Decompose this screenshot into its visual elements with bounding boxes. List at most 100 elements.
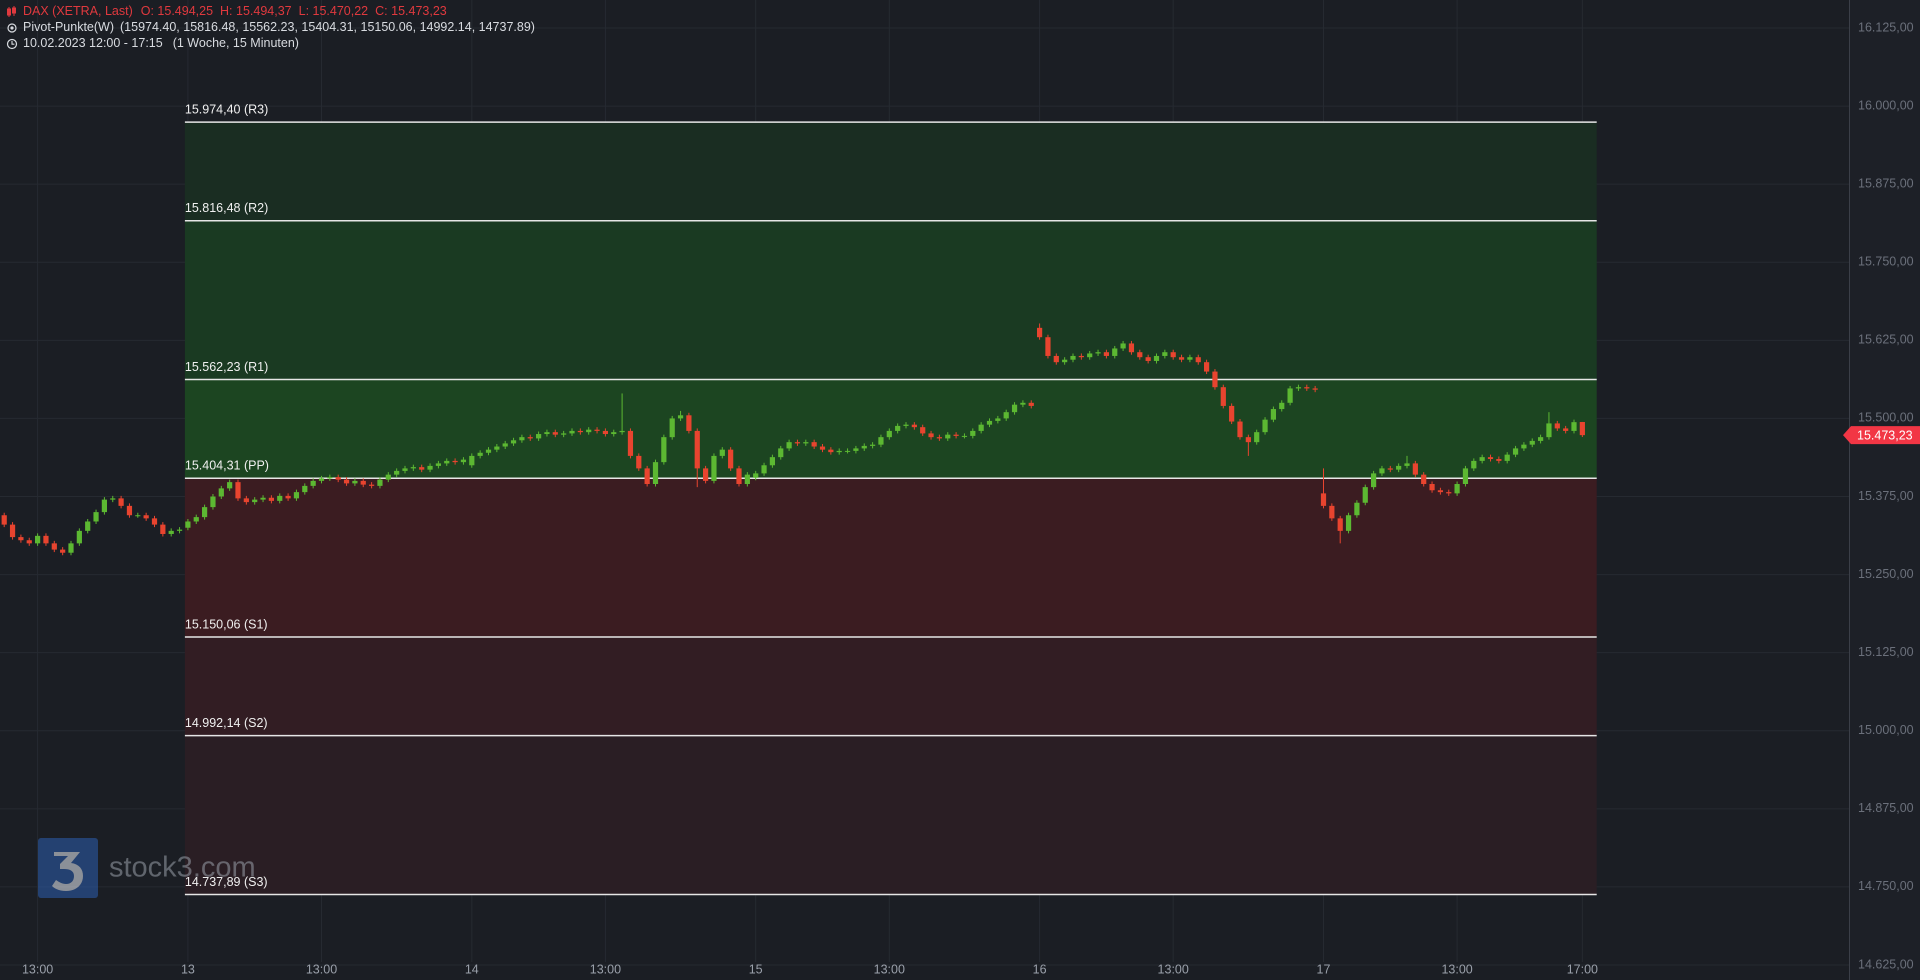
candle-body — [502, 443, 508, 447]
candle-body — [1237, 421, 1243, 438]
range-line: 10.02.2023 12:00 - 17:15 (1 Woche, 15 Min… — [23, 36, 299, 50]
candle-body — [427, 465, 433, 470]
candle-body — [1412, 463, 1418, 475]
candle-body — [1295, 387, 1302, 389]
candle-body — [135, 515, 141, 517]
candle-body — [669, 418, 675, 438]
candle-body — [661, 437, 667, 463]
candle-body — [794, 442, 801, 444]
candle-body — [1504, 454, 1510, 461]
candle-body — [1137, 352, 1143, 358]
pivot-label: 15.816,48 (R2) — [185, 201, 268, 215]
candle-body — [686, 415, 692, 431]
candle-body — [252, 499, 258, 503]
ohlc-close: C: 15.473,23 — [375, 4, 447, 18]
pivot-zone — [184, 637, 1597, 736]
ohlc-high: H: 15.494,37 — [220, 4, 292, 18]
candle-body — [268, 497, 274, 501]
candle-body — [227, 482, 233, 489]
candle-body — [803, 442, 809, 444]
candle-body — [945, 434, 951, 439]
candle-body — [293, 492, 300, 499]
candle-body — [343, 479, 350, 484]
candle-body — [1045, 337, 1051, 356]
candle-body — [703, 468, 709, 481]
candle-body — [235, 482, 241, 499]
candle-body — [611, 432, 617, 435]
ohlc-low: L: 15.470,22 — [299, 4, 369, 18]
candle-body — [394, 470, 400, 475]
pivot-label: 14.992,14 (S2) — [185, 716, 268, 730]
candle-body — [819, 446, 826, 450]
candle-body — [853, 448, 859, 451]
pivot-zone — [184, 478, 1597, 638]
pivot-zone — [184, 220, 1597, 380]
y-tick-label: 16.125,00 — [1858, 20, 1914, 34]
candle-body — [561, 433, 567, 435]
candle-body — [1337, 518, 1343, 531]
axis-labels: 14.625,00 14.750,00 14.875,00 15.000,00 15.1… — [22, 20, 1920, 976]
range: 10.02.2023 12:00 - 17:15 — [23, 36, 163, 50]
candle-body — [43, 535, 49, 544]
candle-body — [536, 434, 542, 439]
candle-body — [76, 530, 82, 544]
candle-body — [811, 442, 817, 447]
pivot-lines: 15.974,40 (R3) 15.816,48 (R2) 15.562,23 (R… — [184, 102, 1597, 896]
candle-body — [1011, 404, 1018, 413]
candle-body — [769, 457, 775, 466]
candle-body — [260, 497, 266, 500]
candle-body — [1571, 422, 1577, 431]
candle-body — [1070, 355, 1076, 360]
candle-body — [1153, 355, 1160, 361]
candle-body — [444, 460, 450, 464]
candle-body — [85, 521, 91, 531]
candle-body — [51, 543, 57, 550]
candle-body — [844, 450, 851, 452]
y-tick-label: 14.750,00 — [1858, 879, 1914, 893]
candle-body — [410, 467, 416, 469]
candle-body — [1145, 357, 1151, 361]
last-price-label: 15.473,23 — [1857, 428, 1913, 442]
candle-body — [1003, 412, 1009, 419]
last-price-tag — [1843, 426, 1920, 445]
candle-body — [377, 479, 383, 486]
candle-body — [110, 498, 116, 500]
candle-body — [335, 477, 341, 480]
candle-body — [1512, 448, 1519, 455]
x-tick-label: 13:00 — [874, 962, 905, 976]
candle-body — [1563, 428, 1569, 431]
candle-body — [1404, 463, 1410, 466]
candle-body — [1229, 405, 1235, 422]
candle-body — [577, 430, 583, 433]
watermark-text: stock3.com — [109, 852, 256, 884]
pivot-zone — [184, 735, 1597, 895]
candle-body — [218, 488, 224, 497]
candle-body — [1062, 359, 1068, 363]
pivot-label: 15.562,23 (R1) — [185, 360, 268, 374]
candle-body — [1546, 423, 1552, 438]
candle-body — [644, 468, 650, 485]
y-tick-label: 15.500,00 — [1858, 411, 1914, 425]
watermark-logo-glyph — [52, 852, 83, 891]
candle-body — [1087, 353, 1093, 358]
candle-body — [1371, 473, 1377, 488]
x-tick-label: 17 — [1317, 962, 1331, 976]
candle-body — [870, 444, 876, 446]
candle-body — [1437, 490, 1443, 493]
candle-body — [1471, 460, 1477, 469]
candle-body — [1429, 484, 1435, 491]
candle-body — [310, 480, 316, 486]
candle-body — [744, 474, 750, 485]
candle-body — [327, 477, 333, 479]
candle-body — [1112, 348, 1118, 356]
candle-body — [711, 455, 717, 481]
candle-body — [1345, 515, 1352, 531]
candle-body — [728, 449, 734, 469]
candle-body — [1396, 465, 1402, 470]
x-tick-label: 17:00 — [1567, 962, 1598, 976]
x-tick-label: 16 — [1033, 962, 1047, 976]
candle-body — [619, 430, 625, 433]
candle-body — [168, 530, 174, 534]
candle-body — [1262, 419, 1268, 433]
